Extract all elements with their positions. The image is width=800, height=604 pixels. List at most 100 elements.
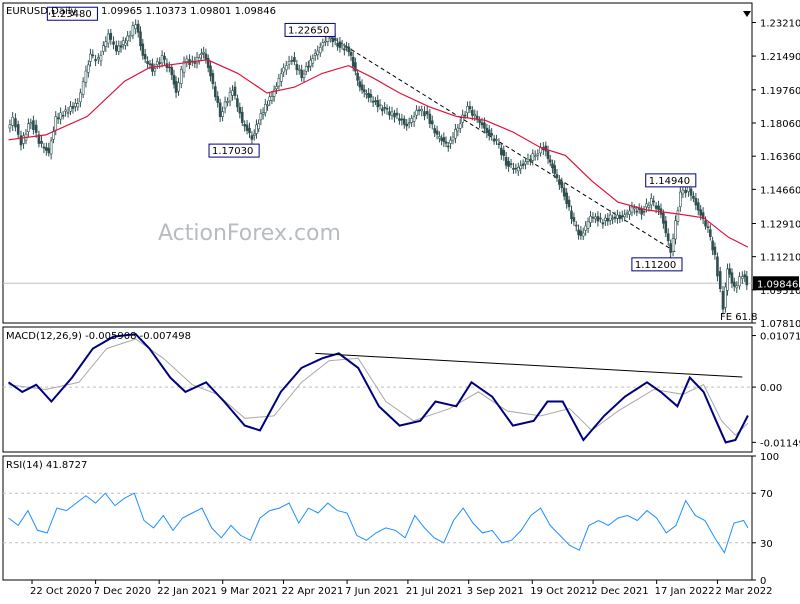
candle-body [55, 117, 57, 130]
candle-body [224, 102, 226, 108]
candle-body [431, 121, 433, 124]
candle-body [43, 147, 45, 148]
rsi-panel-title: RSI(14) 41.8727 [6, 460, 87, 471]
candle-body [214, 87, 216, 97]
candle-body [556, 175, 558, 179]
candle-body [690, 189, 692, 195]
candle-body [441, 138, 443, 140]
price-annotation-label: 1.22650 [288, 25, 329, 36]
candle-body [271, 96, 273, 100]
candle-body [626, 213, 628, 214]
candle-body [361, 85, 363, 90]
candle-body [486, 128, 488, 133]
candle-body [578, 230, 580, 235]
candle-body [724, 287, 726, 307]
candle-body [156, 61, 158, 64]
time-tick-label: 17 Jan 2022 [655, 586, 715, 597]
candle-body [200, 54, 202, 55]
candle-body [239, 107, 241, 113]
candle-body [616, 215, 618, 218]
current-price-label: 1.09846 [757, 279, 798, 290]
candle-body [522, 164, 524, 166]
candle-body [171, 67, 173, 74]
candle-body [498, 144, 500, 145]
price-annotation-label: 1.14940 [649, 176, 690, 187]
candle-body [423, 111, 425, 115]
candle-body [337, 43, 339, 46]
candle-body [561, 182, 563, 188]
time-tick-label: 7 Dec 2020 [94, 586, 152, 597]
candle-body [503, 150, 505, 155]
candle-body [505, 157, 507, 165]
price-tick-label: 1.12910 [760, 219, 800, 230]
candle-body [319, 47, 321, 53]
candle-body [729, 269, 731, 274]
candle-body [488, 130, 490, 136]
candle-body [568, 200, 570, 207]
candle-body [403, 119, 405, 124]
candle-body [244, 124, 246, 126]
candle-body [332, 38, 334, 42]
candle-body [45, 147, 47, 150]
candle-body [120, 46, 122, 48]
candle-body [466, 106, 468, 113]
candle-body [17, 124, 19, 134]
candle-body [196, 57, 198, 63]
candle-body [672, 239, 674, 252]
candle-body [258, 124, 260, 129]
candle-body [670, 244, 672, 253]
candle-body [434, 128, 436, 132]
candle-body [341, 44, 343, 46]
candle-body [733, 282, 735, 286]
candle-body [459, 124, 461, 128]
candle-body [262, 113, 264, 115]
candle-body [570, 211, 572, 219]
candle-body [450, 140, 452, 143]
candle-body [246, 125, 248, 131]
time-tick-label: 7 Jun 2021 [345, 586, 399, 597]
candle-body [186, 59, 188, 62]
macd-panel-title: MACD(12,26,9) -0.005908 -0.007498 [6, 331, 191, 342]
candle-body [447, 146, 449, 147]
candle-body [219, 103, 221, 117]
candle-body [438, 137, 440, 138]
candle-body [50, 141, 52, 154]
candle-body [585, 226, 587, 230]
candle-body [726, 269, 728, 290]
candle-body [426, 111, 428, 114]
candle-body [48, 148, 50, 153]
candle-body [32, 121, 34, 130]
candle-body [105, 42, 107, 47]
candle-body [558, 180, 560, 185]
candle-body [587, 221, 589, 228]
candle-body [118, 46, 120, 51]
candle-body [27, 124, 29, 132]
candle-body [65, 110, 67, 111]
candle-body [401, 119, 403, 120]
candle-body [563, 188, 565, 196]
candle-body [255, 125, 257, 134]
candle-body [9, 125, 11, 128]
candle-body [709, 230, 711, 237]
candle-body [464, 115, 466, 116]
candle-body [203, 52, 205, 53]
candle-body [705, 221, 707, 226]
candle-body [520, 166, 522, 169]
candle-body [481, 123, 483, 125]
candle-body [483, 123, 485, 128]
candle-body [413, 117, 415, 122]
candle-body [285, 66, 287, 70]
candle-body [582, 233, 584, 236]
candle-body [168, 67, 170, 68]
candle-body [52, 131, 54, 139]
candle-body [496, 140, 498, 141]
candle-body [365, 93, 367, 94]
candle-body [534, 156, 536, 157]
candle-body [251, 136, 253, 140]
candle-body [716, 257, 718, 276]
candle-body [589, 216, 591, 222]
candle-body [296, 64, 298, 69]
candle-body [631, 207, 633, 212]
candle-body [374, 101, 376, 102]
candle-body [636, 211, 638, 212]
